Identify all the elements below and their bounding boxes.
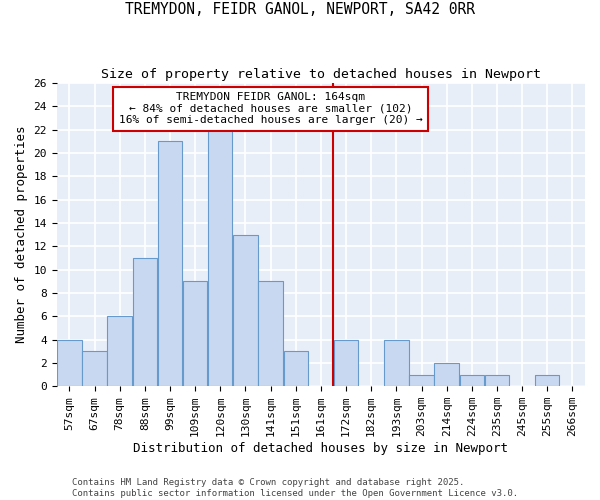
Bar	[82, 351, 107, 386]
Bar	[535, 374, 559, 386]
Text: TREMYDON, FEIDR GANOL, NEWPORT, SA42 0RR: TREMYDON, FEIDR GANOL, NEWPORT, SA42 0RR	[125, 2, 475, 18]
Text: Contains HM Land Registry data © Crown copyright and database right 2025.
Contai: Contains HM Land Registry data © Crown c…	[72, 478, 518, 498]
Bar	[384, 340, 409, 386]
Text: TREMYDON FEIDR GANOL: 164sqm
← 84% of detached houses are smaller (102)
16% of s: TREMYDON FEIDR GANOL: 164sqm ← 84% of de…	[119, 92, 422, 126]
Bar	[107, 316, 132, 386]
Bar	[434, 363, 459, 386]
Bar	[133, 258, 157, 386]
Bar	[208, 130, 232, 386]
Bar	[183, 282, 208, 386]
Bar	[57, 340, 82, 386]
Bar	[259, 282, 283, 386]
Bar	[460, 374, 484, 386]
Title: Size of property relative to detached houses in Newport: Size of property relative to detached ho…	[101, 68, 541, 80]
Y-axis label: Number of detached properties: Number of detached properties	[15, 126, 28, 344]
Bar	[233, 234, 257, 386]
Bar	[485, 374, 509, 386]
Bar	[284, 351, 308, 386]
Bar	[158, 142, 182, 386]
X-axis label: Distribution of detached houses by size in Newport: Distribution of detached houses by size …	[133, 442, 508, 455]
Bar	[334, 340, 358, 386]
Bar	[409, 374, 434, 386]
